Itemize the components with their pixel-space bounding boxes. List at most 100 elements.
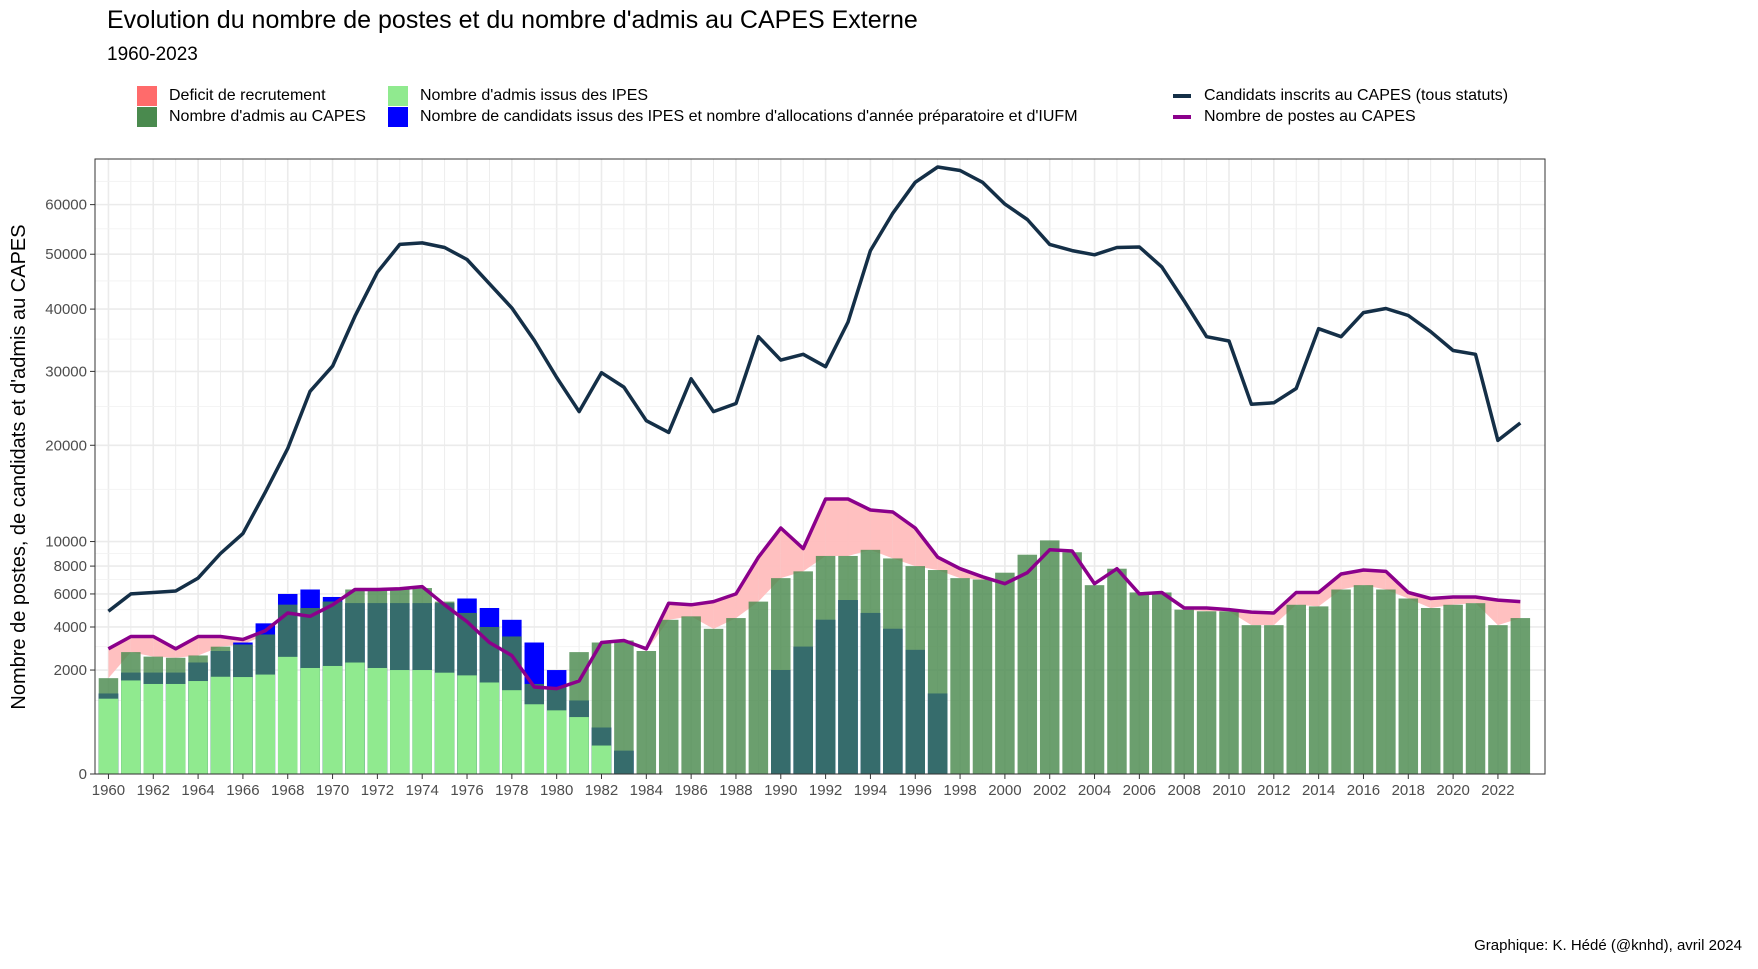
deficit-area-segment (668, 603, 692, 620)
deficit-area-segment (1408, 592, 1431, 608)
x-tick-label: 1994 (854, 782, 887, 799)
bar-admis-capes (614, 640, 634, 774)
x-tick-label: 1976 (450, 782, 483, 799)
x-axis: 1960 1962 1964 1966 1968 1970 1972 1974 1976 1978… (92, 774, 1515, 799)
bar-admis-capes (726, 618, 746, 774)
deficit-area-segment (1251, 612, 1274, 626)
bar-admis-ipes (143, 683, 164, 774)
x-tick-label: 2016 (1347, 782, 1380, 799)
deficit-area-segment (175, 636, 199, 658)
bar-admis-ipes (165, 683, 186, 774)
x-tick-label: 2002 (1033, 782, 1066, 799)
y-tick-label: 60000 (45, 197, 87, 214)
bar-admis-ipes (502, 690, 522, 774)
bar-admis-capes (1331, 589, 1351, 774)
x-tick-label: 1974 (406, 782, 439, 799)
bar-admis-capes (1174, 609, 1194, 774)
bar-admis-capes (1196, 611, 1217, 774)
y-tick-label: 4000 (54, 619, 87, 636)
bar-admis-capes (1219, 611, 1239, 774)
bar-admis-ipes (345, 662, 365, 774)
bar-overlap (793, 646, 813, 774)
bar-admis-capes (1488, 625, 1508, 774)
x-tick-label: 1972 (361, 782, 394, 799)
legend-label: Nombre de postes au CAPES (1204, 108, 1416, 125)
x-tick-label: 1982 (585, 782, 618, 799)
x-tick-label: 1980 (540, 782, 573, 799)
x-tick-label: 2018 (1392, 782, 1425, 799)
y-tick-label: 50000 (45, 246, 87, 263)
bar-admis-capes (748, 601, 769, 774)
x-tick-label: 1970 (316, 782, 349, 799)
bar-admis-capes (1039, 540, 1060, 774)
bar-admis-capes (1510, 618, 1531, 774)
bar-admis-capes (1129, 592, 1150, 774)
x-tick-label: 1998 (943, 782, 976, 799)
bar-admis-ipes (591, 745, 612, 774)
bar-overlap (815, 619, 836, 774)
x-tick-label: 1968 (271, 782, 304, 799)
x-tick-label: 1960 (92, 782, 125, 799)
bar-admis-ipes (479, 682, 500, 774)
bar-admis-ipes (277, 656, 298, 774)
bar-overlap (838, 600, 858, 774)
y-axis-title: Nombre de postes, de candidats et d'admi… (8, 224, 30, 709)
deficit-area-segment (691, 601, 714, 629)
legend-label: Candidats inscrits au CAPES (tous statut… (1204, 87, 1509, 104)
bar-admis-capes (1062, 552, 1082, 774)
chart-caption: Graphique: K. Hédé (@knhd), avril 2024 (1474, 937, 1742, 954)
x-tick-label: 2014 (1302, 782, 1335, 799)
x-tick-label: 2004 (1078, 782, 1111, 799)
bar-admis-ipes (412, 670, 432, 774)
y-axis: 0 2000 4000 6000 8000 10000 20000 30000 40000 500… (45, 197, 95, 783)
bar-overlap (771, 670, 791, 774)
bar-admis-capes (1264, 625, 1284, 774)
bar-admis-ipes (121, 680, 141, 774)
y-tick-label: 20000 (45, 437, 87, 454)
y-tick-label: 10000 (45, 534, 87, 551)
x-tick-label: 1978 (495, 782, 528, 799)
deficit-area-segment (1296, 592, 1319, 607)
bar-overlap (860, 612, 881, 774)
deficit-area-segment (1453, 596, 1476, 605)
y-tick-label: 8000 (54, 558, 87, 575)
bar-admis-capes (995, 572, 1015, 774)
y-tick-label: 30000 (45, 363, 87, 380)
bar-admis-capes (1084, 585, 1105, 774)
x-tick-label: 1964 (181, 782, 214, 799)
x-tick-label: 2008 (1167, 782, 1200, 799)
bar-admis-ipes (457, 675, 477, 774)
bar-admis-ipes (569, 717, 589, 774)
legend-key-candidats-ipes (388, 107, 408, 127)
legend-label: Nombre de candidats issus des IPES et no… (420, 108, 1078, 125)
x-tick-label: 2010 (1212, 782, 1245, 799)
bar-admis-ipes (210, 676, 231, 774)
bar-admis-ipes (322, 665, 343, 774)
plot-frame (94, 158, 1546, 775)
bar-admis-capes (950, 578, 970, 774)
bar-admis-ipes (188, 681, 208, 774)
bar-admis-capes (1308, 606, 1329, 774)
bar-admis-ipes (434, 672, 455, 774)
deficit-area-segment (803, 498, 826, 572)
bar-admis-capes (1353, 585, 1374, 774)
x-tick-label: 1962 (137, 782, 170, 799)
chart-subtitle: 1960-2023 (107, 44, 198, 65)
bar-admis-capes (636, 651, 657, 774)
x-tick-label: 2000 (988, 782, 1021, 799)
bar-admis-ipes (367, 667, 388, 774)
deficit-area-segment (153, 636, 176, 658)
bar-overlap (883, 628, 903, 774)
legend-key-admis-ipes (388, 86, 408, 106)
x-tick-label: 2022 (1481, 782, 1514, 799)
plot-border (94, 158, 1546, 775)
legend-key-postes (1173, 115, 1191, 119)
bar-admis-capes (972, 579, 993, 774)
y-tick-label: 6000 (54, 586, 87, 603)
deficit-area-segment (198, 636, 221, 656)
bar-admis-capes (1286, 604, 1306, 774)
legend-key-candidats-inscrits (1173, 94, 1191, 98)
y-tick-label: 40000 (45, 301, 87, 318)
x-tick-label: 1984 (630, 782, 663, 799)
bar-admis-capes (1443, 604, 1463, 774)
